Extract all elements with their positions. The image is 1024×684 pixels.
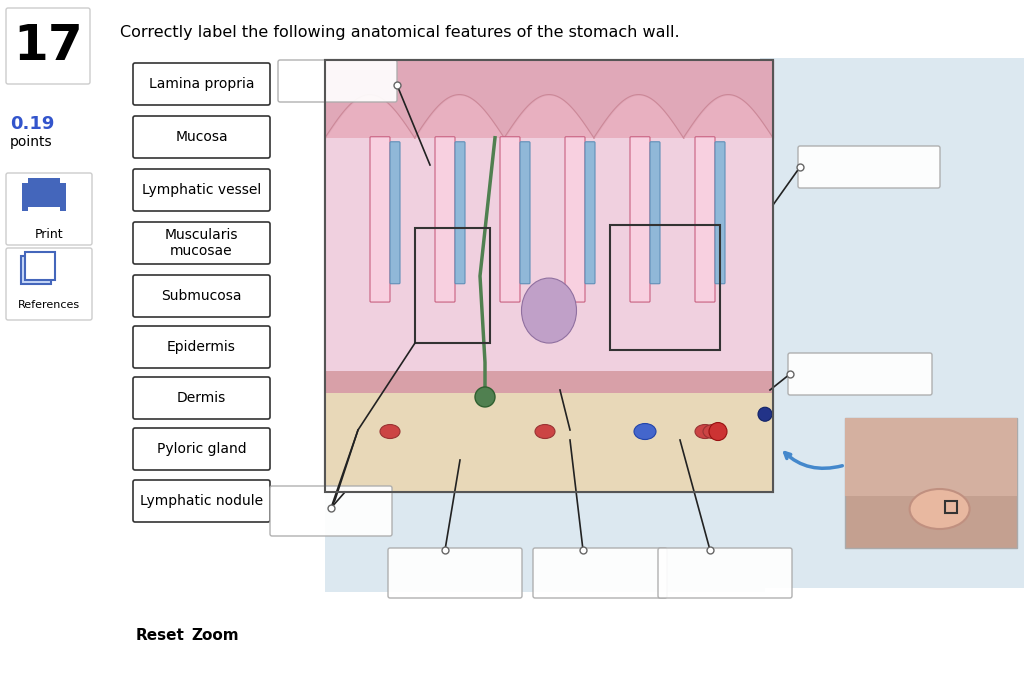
Text: Submucosa: Submucosa (161, 289, 242, 303)
FancyBboxPatch shape (133, 116, 270, 158)
FancyBboxPatch shape (658, 548, 792, 598)
FancyBboxPatch shape (760, 58, 1024, 588)
FancyBboxPatch shape (715, 142, 725, 284)
FancyBboxPatch shape (845, 418, 1017, 548)
FancyBboxPatch shape (270, 486, 392, 536)
FancyBboxPatch shape (388, 548, 522, 598)
Text: Lymphatic nodule: Lymphatic nodule (140, 494, 263, 508)
Ellipse shape (535, 425, 555, 438)
FancyBboxPatch shape (133, 326, 270, 368)
FancyBboxPatch shape (28, 207, 60, 219)
FancyBboxPatch shape (695, 137, 715, 302)
FancyBboxPatch shape (390, 142, 400, 284)
FancyBboxPatch shape (520, 142, 530, 284)
Text: References: References (18, 300, 80, 310)
FancyBboxPatch shape (650, 142, 660, 284)
FancyBboxPatch shape (133, 222, 270, 264)
Text: 17: 17 (13, 22, 83, 70)
FancyBboxPatch shape (6, 173, 92, 245)
FancyBboxPatch shape (133, 480, 270, 522)
FancyBboxPatch shape (845, 418, 1017, 496)
Ellipse shape (380, 425, 400, 438)
Text: Print: Print (35, 228, 63, 241)
FancyBboxPatch shape (22, 183, 66, 211)
FancyBboxPatch shape (6, 8, 90, 84)
FancyBboxPatch shape (28, 178, 60, 188)
Ellipse shape (695, 425, 715, 438)
FancyBboxPatch shape (325, 60, 773, 492)
FancyBboxPatch shape (325, 389, 773, 492)
Ellipse shape (521, 278, 577, 343)
FancyBboxPatch shape (133, 377, 270, 419)
FancyBboxPatch shape (534, 548, 667, 598)
FancyBboxPatch shape (133, 63, 270, 105)
FancyBboxPatch shape (455, 142, 465, 284)
FancyBboxPatch shape (325, 137, 773, 389)
Ellipse shape (703, 425, 723, 438)
Text: Reset: Reset (135, 629, 184, 644)
FancyBboxPatch shape (500, 137, 520, 302)
Text: Lymphatic vessel: Lymphatic vessel (142, 183, 261, 197)
FancyBboxPatch shape (25, 252, 55, 280)
Text: Zoom: Zoom (191, 629, 239, 644)
FancyBboxPatch shape (133, 169, 270, 211)
FancyBboxPatch shape (133, 275, 270, 317)
FancyBboxPatch shape (370, 137, 390, 302)
FancyBboxPatch shape (325, 371, 773, 393)
Text: 0.19: 0.19 (10, 115, 54, 133)
FancyBboxPatch shape (788, 353, 932, 395)
Text: Dermis: Dermis (177, 391, 226, 405)
Text: Muscularis
mucosae: Muscularis mucosae (165, 228, 239, 258)
FancyBboxPatch shape (6, 248, 92, 320)
FancyBboxPatch shape (435, 137, 455, 302)
FancyBboxPatch shape (325, 492, 765, 592)
FancyBboxPatch shape (133, 428, 270, 470)
Circle shape (758, 407, 772, 421)
Text: Pyloric gland: Pyloric gland (157, 442, 247, 456)
Circle shape (709, 423, 727, 440)
FancyBboxPatch shape (798, 146, 940, 188)
FancyBboxPatch shape (325, 60, 773, 137)
FancyBboxPatch shape (585, 142, 595, 284)
Circle shape (475, 387, 495, 407)
Ellipse shape (909, 489, 970, 529)
FancyBboxPatch shape (565, 137, 585, 302)
Text: points: points (10, 135, 52, 149)
FancyBboxPatch shape (22, 256, 51, 284)
Text: Correctly label the following anatomical features of the stomach wall.: Correctly label the following anatomical… (120, 25, 680, 40)
Ellipse shape (634, 423, 656, 440)
Text: Epidermis: Epidermis (167, 340, 236, 354)
FancyBboxPatch shape (278, 60, 397, 102)
Text: Mucosa: Mucosa (175, 130, 227, 144)
Text: Lamina propria: Lamina propria (148, 77, 254, 91)
FancyBboxPatch shape (630, 137, 650, 302)
